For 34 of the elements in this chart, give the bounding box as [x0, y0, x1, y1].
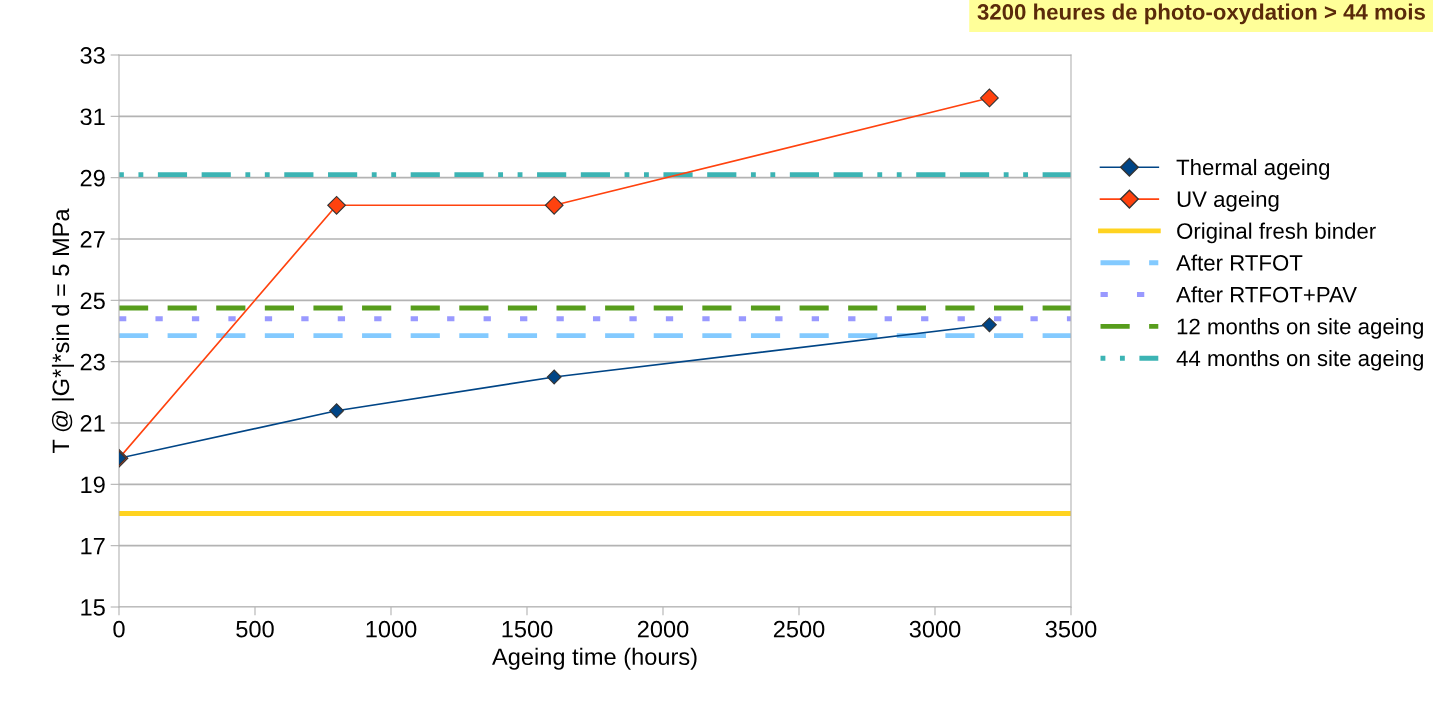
legend-label: UV ageing: [1177, 190, 1279, 212]
y-tick-label: 31: [80, 108, 105, 126]
x-tick-label: 500: [236, 620, 274, 638]
x-tick-label: 3000: [909, 620, 961, 638]
y-tick-label: 29: [80, 169, 105, 187]
y-tick-label: 33: [80, 47, 105, 64]
y-tick-label: 19: [81, 476, 105, 494]
y-tick-label: 21: [80, 415, 105, 432]
x-tick-label: 3500: [1045, 620, 1097, 638]
text: 3200 heures de photo-oxydation > 44 mois: [977, 3, 1425, 25]
point: [329, 403, 345, 419]
y-axis-title: T @ |G*|*sin d = 5 MPa: [51, 208, 74, 454]
legend-label: After RTFOT+PAV: [1176, 286, 1357, 303]
x-tick-label: 1500: [502, 620, 553, 638]
y-tick-label: 27: [80, 231, 105, 248]
x-tick-label: 2000: [637, 620, 689, 638]
point: [980, 88, 999, 108]
legend-label: 44 months on site ageing: [1176, 349, 1423, 371]
point: [544, 195, 564, 215]
legend-label: Original fresh binder: [1177, 222, 1376, 244]
legend-label: Thermal ageing: [1176, 158, 1330, 180]
point: [546, 369, 562, 385]
legend-label: After RTFOT: [1176, 254, 1303, 271]
x-tick-label: 2500: [773, 620, 825, 638]
point: [981, 317, 997, 333]
x-tick-label: 1000: [366, 620, 417, 638]
point: [327, 195, 346, 215]
x-axis-title: Ageing time (hours): [492, 647, 697, 670]
y-tick-label: 15: [81, 599, 105, 616]
legend-label: 12 months on site ageing: [1177, 318, 1423, 339]
x-tick-label: 0: [113, 620, 125, 638]
y-tick-label: 17: [81, 537, 105, 555]
y-tick-label: 23: [80, 353, 105, 371]
y-tick-label: 25: [80, 292, 105, 310]
